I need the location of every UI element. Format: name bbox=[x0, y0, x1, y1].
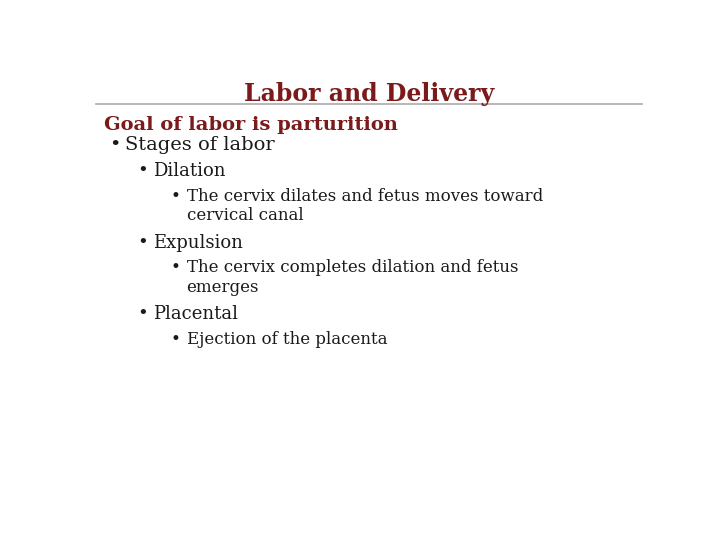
Text: Placental: Placental bbox=[153, 305, 238, 323]
Text: Dilation: Dilation bbox=[153, 162, 225, 180]
Text: •: • bbox=[171, 331, 181, 348]
Text: Stages of labor: Stages of labor bbox=[125, 136, 275, 154]
Text: •: • bbox=[138, 234, 148, 252]
Text: •: • bbox=[171, 259, 181, 276]
Text: •: • bbox=[138, 305, 148, 323]
Text: Goal of labor is parturition: Goal of labor is parturition bbox=[104, 116, 398, 133]
Text: •: • bbox=[171, 188, 181, 205]
Text: •: • bbox=[138, 162, 148, 180]
Text: The cervix dilates and fetus moves toward
cervical canal: The cervix dilates and fetus moves towar… bbox=[186, 188, 543, 225]
Text: Ejection of the placenta: Ejection of the placenta bbox=[186, 331, 387, 348]
Text: •: • bbox=[109, 136, 121, 154]
Text: Labor and Delivery: Labor and Delivery bbox=[244, 82, 494, 106]
Text: The cervix completes dilation and fetus
emerges: The cervix completes dilation and fetus … bbox=[186, 259, 518, 296]
Text: Expulsion: Expulsion bbox=[153, 234, 243, 252]
